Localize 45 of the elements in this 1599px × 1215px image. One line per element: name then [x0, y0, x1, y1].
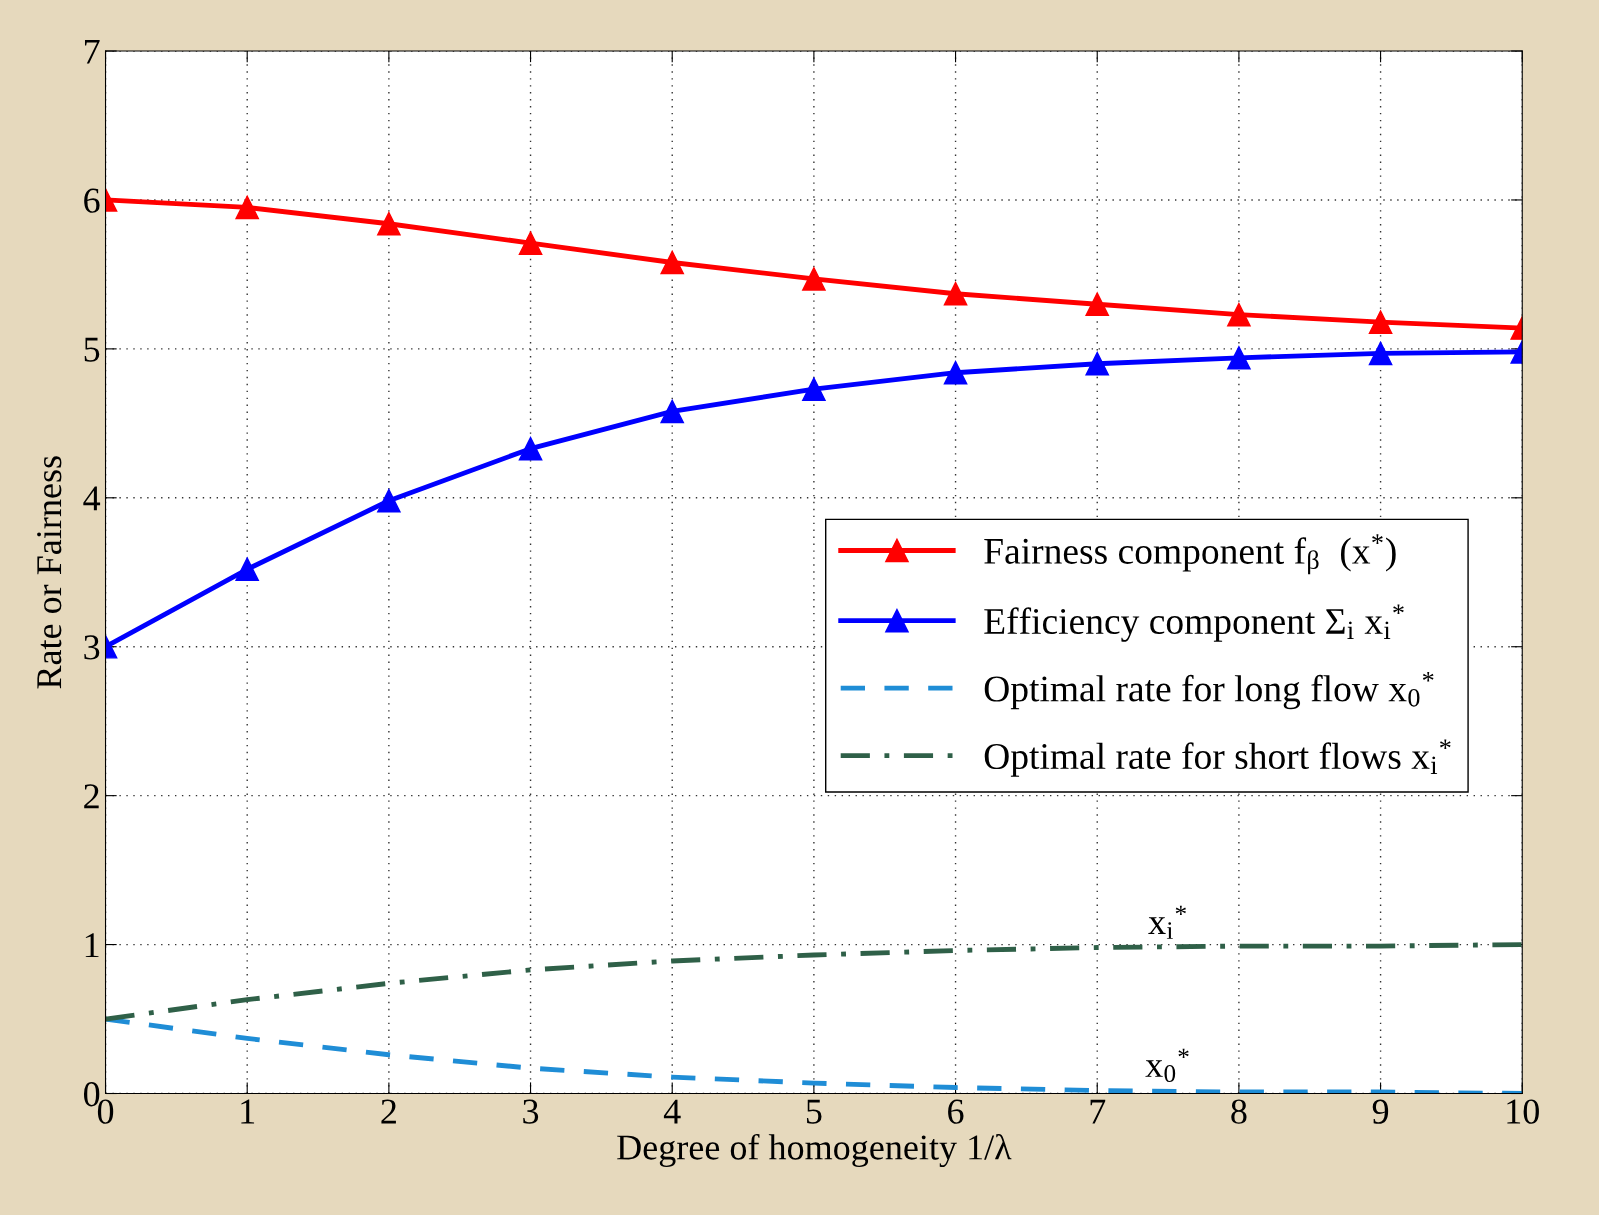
- y-tick-label: 4: [83, 486, 101, 511]
- y-tick-label: 2: [84, 784, 99, 809]
- x-tick-label: 2: [381, 1099, 396, 1124]
- point: [1368, 310, 1393, 334]
- x-tick-label: 4: [663, 1099, 681, 1124]
- annotation: x$_{0}$$^{*}$: [1145, 1048, 1189, 1083]
- x-tick-label: 5: [806, 1099, 822, 1124]
- point: [943, 281, 968, 306]
- x-axis-title: Degree of homogeneity 1/λ: [617, 1133, 1012, 1168]
- x-tick-label: 6: [948, 1099, 964, 1124]
- y-tick-label: 5: [84, 337, 100, 362]
- x-tick-label: 9: [1372, 1099, 1389, 1124]
- legend-label: Fairness component f$_{β}$ (x$^{*}$): [984, 534, 1396, 575]
- x-tick-label: 3: [523, 1099, 539, 1124]
- y-tick-label: 7: [85, 39, 100, 64]
- y-axis-title: Rate or Fairness: [37, 456, 62, 689]
- y-tick-label: 6: [84, 188, 100, 213]
- point: [943, 360, 968, 385]
- legend-label: Efficiency component Σ$_{i}$ x$_{i}$$^{*}$: [984, 604, 1404, 642]
- point: [1085, 351, 1110, 376]
- point: [802, 267, 826, 291]
- point: [518, 231, 543, 255]
- point: [1085, 292, 1110, 317]
- y-tick-label: 3: [84, 635, 100, 660]
- x-tick-label: 1: [241, 1099, 255, 1124]
- y-tick-label: 1: [85, 933, 99, 958]
- point: [518, 436, 543, 461]
- x-tick-label: 7: [1090, 1099, 1106, 1124]
- point: [1227, 346, 1251, 370]
- legend-label: Optimal rate for long flow x$_{0}$$^{*}$: [984, 671, 1434, 710]
- point: [1368, 341, 1393, 366]
- point: [660, 250, 685, 275]
- point: [377, 211, 401, 236]
- point: [235, 195, 260, 220]
- y-tick-label: 0: [83, 1082, 100, 1107]
- point: [802, 377, 826, 401]
- x-tick-label: 10: [1507, 1099, 1539, 1124]
- legend-label: Optimal rate for short flows x$_{i}$$^{*}$: [984, 739, 1451, 777]
- point: [235, 557, 260, 582]
- point: [660, 399, 685, 424]
- line-series: [105, 942, 1523, 1022]
- point: [377, 488, 401, 513]
- x-tick-label: 8: [1231, 1099, 1247, 1124]
- point: [1227, 302, 1251, 327]
- annotation: x$_{i}$$^{*}$: [1148, 905, 1186, 939]
